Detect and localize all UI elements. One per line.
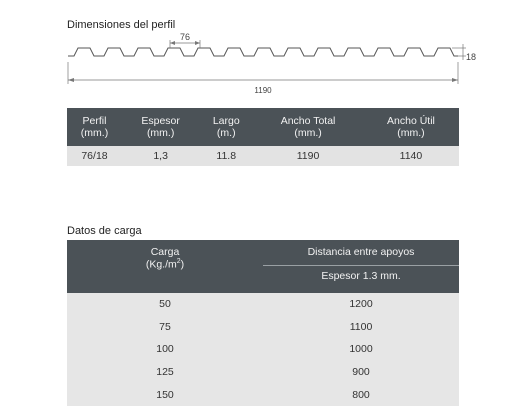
carga-unit: (Kg./m2)	[67, 258, 263, 271]
carga-unit-text: (Kg./m	[145, 258, 177, 271]
spec-header-perfil: Perfil (mm.)	[67, 108, 122, 146]
carga-cell: 50	[67, 293, 263, 316]
carga-unit-end: )	[180, 258, 185, 271]
spec-cell-espesor: 1,3	[121, 146, 200, 166]
spec-cell-perfil: 76/18	[67, 146, 122, 166]
width-arrow-left	[68, 78, 74, 82]
thickness-label: Espesor 1.3 mm.	[321, 270, 401, 282]
spec-cell-ancho-total: 1190	[253, 146, 363, 166]
spec-table: Perfil (mm.) Espesor (mm.) Largo (m.) Ancho…	[67, 108, 459, 166]
width-label: 1190	[254, 86, 272, 95]
carga-cell: 125	[67, 360, 263, 384]
width-arrow-right	[452, 78, 458, 82]
table-row: 50 1200	[67, 293, 459, 316]
table-row: 100 1000	[67, 338, 459, 361]
table-row: 150 800	[67, 383, 459, 406]
carga-cell: 100	[67, 338, 263, 361]
distancia-cell: 800	[263, 383, 459, 406]
spec-header-ancho-total: Ancho Total (mm.)	[253, 108, 363, 146]
table-row: 125 900	[67, 360, 459, 384]
load-section-title: Datos de carga	[67, 225, 142, 237]
load-table: Carga (Kg./m2) Distancia entre apoyos Es…	[67, 240, 459, 406]
header-unit: (mm.)	[146, 127, 175, 139]
spec-cell-largo: 11.8	[199, 146, 254, 166]
profile-outline	[68, 47, 458, 57]
header-name: Ancho Total	[280, 115, 336, 127]
load-header-row: Carga (Kg./m2) Distancia entre apoyos Es…	[67, 240, 459, 293]
pitch-arrow-right	[195, 41, 200, 45]
carga-label: Carga	[150, 246, 180, 258]
pitch-label: 76	[180, 32, 190, 42]
carga-cell: 150	[67, 383, 263, 406]
header-unit: (mm.)	[397, 127, 425, 139]
header-name: Espesor	[141, 115, 180, 127]
table-row: 75 1100	[67, 315, 459, 339]
pitch-arrow-left	[170, 41, 175, 45]
header-unit: (mm.)	[294, 127, 322, 139]
distancia-cell: 1000	[263, 338, 459, 361]
carga-unit-sup: 2	[176, 258, 181, 265]
load-header-distancia: Distancia entre apoyos Espesor 1.3 mm.	[263, 240, 459, 293]
distance-label: Distancia entre apoyos	[263, 240, 459, 266]
distancia-cell: 1200	[263, 293, 459, 316]
distancia-cell: 900	[263, 360, 459, 384]
header-name: Ancho Útil	[387, 115, 435, 127]
distancia-cell: 1100	[263, 315, 459, 339]
load-header-carga: Carga (Kg./m2)	[67, 240, 263, 293]
header-name: Perfil	[82, 115, 107, 127]
profile-section-title: Dimensiones del perfil	[67, 19, 176, 31]
header-unit: (m.)	[216, 127, 236, 139]
height-label: 18	[466, 52, 476, 62]
carga-cell: 75	[67, 315, 263, 339]
spec-header-ancho-util: Ancho Útil (mm.)	[362, 108, 459, 146]
profile-drawing: 76 18 1190	[67, 32, 476, 95]
spec-header-espesor: Espesor (mm.)	[121, 108, 200, 146]
header-name: Largo	[212, 115, 240, 127]
header-unit: (mm.)	[80, 127, 109, 139]
spec-header-largo: Largo (m.)	[199, 108, 254, 146]
spec-cell-ancho-util: 1140	[362, 146, 459, 166]
spec-header-row: Perfil (mm.) Espesor (mm.) Largo (m.) Ancho…	[67, 108, 459, 146]
spec-data-row: 76/18 1,3 11.8 1190 1140	[67, 146, 459, 166]
